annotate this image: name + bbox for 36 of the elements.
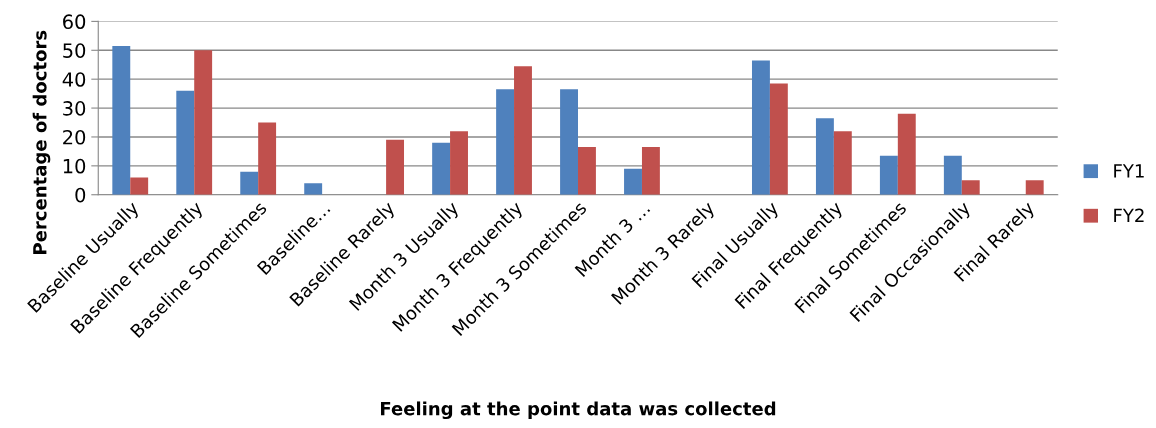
bar	[769, 83, 788, 195]
x-axis-title: Feeling at the point data was collected	[381, 401, 776, 420]
bar	[560, 89, 578, 195]
bar	[496, 89, 515, 195]
y-tick-label: 30	[63, 101, 86, 116]
bar	[961, 180, 980, 195]
bar	[897, 113, 916, 195]
bar	[833, 131, 852, 195]
bar	[578, 147, 596, 195]
y-tick-label: 0	[75, 187, 86, 203]
bar	[624, 168, 642, 195]
bar	[943, 155, 962, 195]
y-tick-label: 60	[63, 14, 86, 30]
bar	[879, 155, 898, 195]
bar	[112, 45, 131, 195]
bar	[514, 66, 532, 195]
bar	[450, 131, 468, 195]
y-tick-label: 40	[62, 72, 86, 87]
y-tick-label: 50	[63, 43, 86, 58]
bar	[386, 139, 405, 195]
bar	[258, 122, 277, 195]
bar	[194, 50, 213, 195]
legend-label: FY1	[1114, 164, 1144, 178]
bar	[176, 90, 195, 195]
legend-label: FY2	[1114, 208, 1144, 222]
bar	[432, 142, 451, 195]
y-tick-label: 20	[63, 129, 86, 145]
bar	[641, 147, 660, 195]
bar	[1025, 180, 1044, 195]
bar	[240, 171, 259, 195]
bar	[130, 177, 149, 195]
bar	[815, 118, 834, 195]
y-axis-title: Percentage of doctors	[32, 30, 51, 254]
bar	[751, 60, 770, 195]
bar	[304, 183, 323, 195]
y-tick-label: 10	[63, 158, 86, 174]
